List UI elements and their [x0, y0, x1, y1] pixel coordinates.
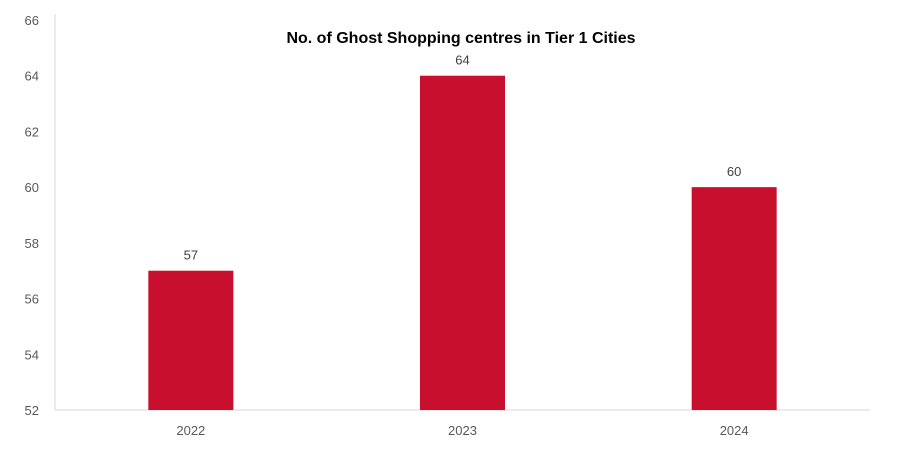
y-tick-label: 64	[25, 69, 39, 84]
y-tick-label: 52	[25, 403, 39, 418]
y-tick-label: 58	[25, 236, 39, 251]
y-tick-label: 60	[25, 180, 39, 195]
x-tick-label: 2022	[176, 423, 205, 438]
data-labels: 57 64 60	[184, 53, 742, 263]
bar-2024	[691, 187, 777, 410]
y-axis: 52 54 56 58 60 62 64 66	[25, 13, 56, 418]
data-label: 60	[727, 164, 741, 179]
x-tick-label: 2023	[448, 423, 477, 438]
data-label: 64	[455, 53, 469, 68]
data-label: 57	[184, 248, 198, 263]
chart-title: No. of Ghost Shopping centres in Tier 1 …	[286, 30, 635, 47]
x-axis: 2022 2023 2024	[55, 409, 870, 438]
y-tick-label: 66	[25, 13, 39, 28]
y-tick-label: 62	[25, 124, 39, 139]
bar-2022	[148, 270, 234, 410]
x-tick-label: 2024	[720, 423, 749, 438]
y-tick-label: 54	[25, 347, 39, 362]
bars	[148, 75, 777, 410]
bar-2023	[420, 75, 505, 410]
y-tick-label: 56	[25, 292, 39, 307]
